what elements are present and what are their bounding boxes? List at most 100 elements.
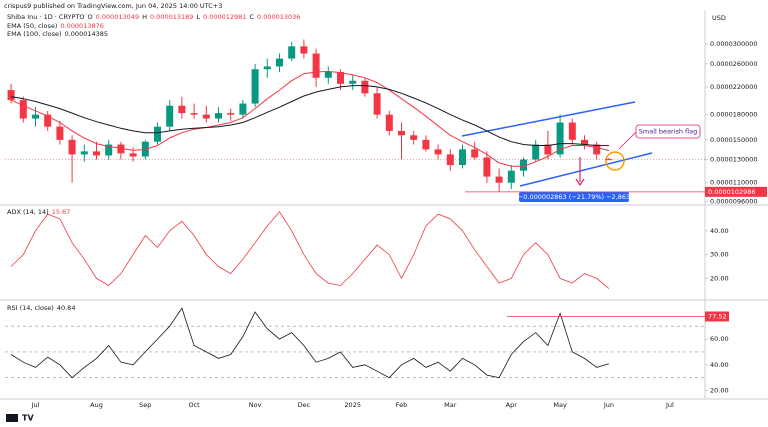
candle-body xyxy=(459,149,466,166)
candle-body xyxy=(349,80,357,84)
candle-body xyxy=(324,72,332,78)
byline: crispus9 published on TradingView.com, J… xyxy=(4,2,222,10)
legend: ADX (14, 14) 15.67 xyxy=(7,208,70,216)
ohlc-label: O xyxy=(88,13,93,21)
y-tick-label: 0.0000150000 xyxy=(710,136,758,144)
channel-line xyxy=(519,152,653,187)
y-tick-label: 60.00 xyxy=(710,335,729,343)
x-tick-label: Aug xyxy=(90,401,103,409)
price-label-box xyxy=(705,186,767,197)
y-tick-label: 30.00 xyxy=(710,251,729,259)
y-tick-label: 0.0000260000 xyxy=(710,60,758,68)
x-tick-label: Apr xyxy=(506,401,518,409)
candle-body xyxy=(80,151,88,155)
x-tick-label: Nov xyxy=(249,401,262,409)
legend: RSI (14, close) 40.84 xyxy=(7,304,75,312)
candle-body xyxy=(166,105,174,127)
y-tick-label: 40.00 xyxy=(710,361,729,369)
legend: EMA (100, close) 0.000014385 xyxy=(7,30,108,38)
callout-line xyxy=(618,131,637,150)
candle-body xyxy=(68,139,76,155)
candle-body xyxy=(483,157,491,177)
candle-body xyxy=(605,159,613,161)
candle-body xyxy=(556,122,564,155)
candle-body xyxy=(385,114,393,131)
candle-body xyxy=(288,46,296,59)
y-tick-label: 0.0000180000 xyxy=(710,111,758,119)
candle-body xyxy=(532,144,540,160)
legend-title: Shiba Inu · 1D · CRYPTO xyxy=(7,13,85,21)
candle-body xyxy=(7,90,15,101)
legend-title: ADX (14, 14) xyxy=(7,208,49,216)
ohlc-value: 0.000013189 xyxy=(150,13,193,21)
y-tick-label: 40.00 xyxy=(710,227,729,235)
legend: EMA (50, close) 0.000013876 xyxy=(7,22,104,30)
candle-body xyxy=(495,176,503,183)
ohlc-value: 0.000012981 xyxy=(203,13,246,21)
candle-body xyxy=(446,154,454,166)
channel-line xyxy=(461,101,636,137)
candle-body xyxy=(190,113,198,115)
candle-body xyxy=(239,103,247,115)
candle-body xyxy=(361,80,369,94)
logo: TV xyxy=(6,414,34,423)
y-tick-label: 20.00 xyxy=(710,387,729,395)
candle-body xyxy=(373,93,381,115)
candle-body xyxy=(129,153,137,157)
legend-value: 0.000013876 xyxy=(60,22,103,30)
ema-line xyxy=(10,70,610,167)
legend: Shiba Inu · 1D · CRYPTO O 0.000013049 H 0.00… xyxy=(7,13,300,21)
price-label: 0.0000102986 xyxy=(708,188,756,196)
ohlc-label: C xyxy=(249,13,254,21)
candle-body xyxy=(337,72,344,84)
x-tick-label: Dec xyxy=(298,401,311,409)
measure-text: −0.000002863 (−21.79%) −2,863 xyxy=(518,193,630,201)
x-tick-label: Mar xyxy=(444,401,457,409)
candle-body xyxy=(398,130,405,136)
candle-body xyxy=(568,122,576,140)
level-label-box xyxy=(705,311,729,322)
x-tick-label: Jul xyxy=(31,401,40,409)
candle-body xyxy=(227,113,235,115)
y-tick-label: 0.0000300000 xyxy=(710,40,758,48)
x-tick-label: Jul xyxy=(665,401,674,409)
measure-box xyxy=(519,192,629,202)
candle-body xyxy=(593,144,601,155)
legend-title: RSI (14, close) xyxy=(7,304,54,312)
legend-value: 15.67 xyxy=(52,208,71,216)
candle-body xyxy=(507,170,515,183)
x-tick-label: May xyxy=(553,401,567,409)
candle-body xyxy=(300,46,308,54)
highlight-circle xyxy=(605,151,625,171)
legend-name: EMA (100, close) xyxy=(7,30,62,38)
ohlc-value: 0.000013049 xyxy=(96,13,139,21)
candle-body xyxy=(251,69,259,104)
currency: USD xyxy=(712,14,726,22)
candle-body xyxy=(581,139,588,145)
candle-body xyxy=(154,126,161,142)
x-tick-label: 2025 xyxy=(344,401,361,409)
level-label: 77.52 xyxy=(708,312,727,320)
svg-text:TV: TV xyxy=(22,414,34,423)
candle-body xyxy=(44,114,52,127)
ohlc-label: H xyxy=(142,13,147,21)
x-tick-label: Jun xyxy=(603,401,614,409)
ohlc-value: 0.000013036 xyxy=(257,13,300,21)
candle-body xyxy=(434,149,442,155)
x-tick-label: Sep xyxy=(139,401,151,409)
candle-body xyxy=(19,100,27,119)
legend-name: EMA (50, close) xyxy=(7,22,57,30)
candle-body xyxy=(56,126,64,140)
indicator-line xyxy=(10,307,610,379)
x-tick-label: Oct xyxy=(188,401,200,409)
y-tick-label: 0.0000110000 xyxy=(710,179,758,187)
candle-body xyxy=(93,151,100,156)
candle-body xyxy=(520,159,527,171)
candle-body xyxy=(544,144,552,155)
y-tick-label: 0.0000096000 xyxy=(710,198,758,206)
callout-text: Small bearish flag xyxy=(639,128,697,136)
candle-body xyxy=(263,66,271,70)
candle-body xyxy=(32,114,39,119)
y-tick-label: 0.0000220000 xyxy=(710,83,758,91)
candle-body xyxy=(105,144,113,156)
